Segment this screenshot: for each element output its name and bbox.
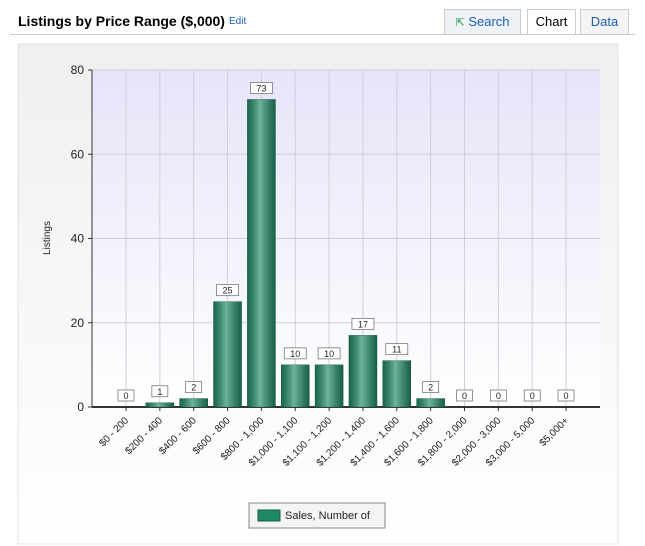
bar-shine bbox=[213, 301, 242, 407]
value-label: 0 bbox=[462, 391, 467, 401]
bar-shine bbox=[145, 402, 174, 407]
y-axis-label: Listings bbox=[42, 221, 53, 255]
tab-label: Search bbox=[468, 14, 510, 29]
bar-shine bbox=[416, 398, 445, 407]
divider bbox=[10, 34, 635, 35]
y-tick-label: 20 bbox=[71, 316, 85, 330]
value-label-box bbox=[185, 381, 203, 393]
value-label: 11 bbox=[392, 345, 401, 355]
value-label-box bbox=[250, 82, 273, 94]
value-label-box bbox=[351, 318, 375, 330]
edit-link[interactable]: Edit bbox=[229, 16, 247, 27]
value-label-box bbox=[151, 385, 169, 398]
value-label: 0 bbox=[496, 391, 501, 401]
chart-tab[interactable]: Chart bbox=[527, 9, 576, 34]
value-label-box bbox=[385, 343, 409, 356]
value-label: 73 bbox=[256, 83, 266, 93]
value-label-box bbox=[456, 389, 473, 402]
value-label: 10 bbox=[290, 349, 300, 359]
value-label: 17 bbox=[358, 319, 368, 329]
y-tick-label: 60 bbox=[71, 147, 85, 161]
value-label-box bbox=[557, 389, 575, 402]
value-label-box bbox=[117, 389, 135, 402]
bar-shine bbox=[348, 335, 377, 407]
bar-shine bbox=[247, 99, 276, 408]
value-label: 10 bbox=[324, 349, 334, 359]
value-label-box bbox=[422, 381, 439, 393]
y-tick-label: 40 bbox=[71, 232, 85, 246]
value-label: 0 bbox=[123, 391, 128, 401]
data-tab[interactable]: Data bbox=[580, 9, 629, 34]
widget-title: Listings by Price Range ($,000) bbox=[18, 13, 225, 29]
value-label-box bbox=[216, 284, 239, 297]
value-label: 25 bbox=[223, 286, 233, 296]
bar-shine bbox=[382, 360, 411, 407]
legend-label: Sales, Number of bbox=[285, 510, 371, 522]
y-tick-label: 80 bbox=[71, 63, 85, 77]
value-label: 0 bbox=[530, 391, 535, 401]
bar-shine bbox=[281, 364, 310, 407]
value-label-box bbox=[523, 389, 541, 402]
legend-swatch bbox=[257, 509, 281, 522]
y-tick-label: 0 bbox=[77, 400, 84, 414]
value-label-box bbox=[283, 347, 307, 360]
bar-shine bbox=[315, 364, 344, 407]
value-label: 1 bbox=[157, 387, 162, 397]
value-label: 0 bbox=[564, 391, 569, 401]
value-label: 2 bbox=[191, 383, 196, 393]
value-label: 2 bbox=[428, 383, 433, 393]
value-label-box bbox=[490, 389, 507, 402]
bar-shine bbox=[179, 398, 208, 407]
search-tab[interactable]: ⇱ Search bbox=[444, 9, 521, 34]
value-label-box bbox=[317, 347, 341, 360]
